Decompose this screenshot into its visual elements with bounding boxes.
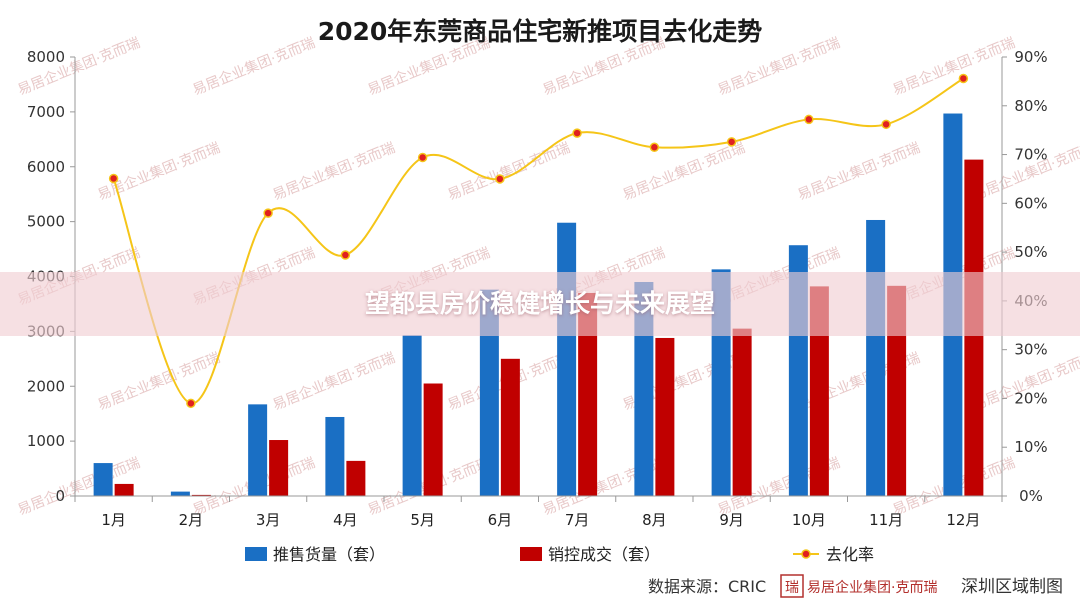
footer: 数据来源：CRIC 瑞 易居企业集团·克而瑞 深圳区域制图 [648, 574, 1063, 598]
right-axis: 0%10%20%30%40%50%60%70%80%90% [1001, 48, 1048, 505]
rate-point-7 [649, 142, 660, 152]
left-tick-label-2: 2000 [27, 377, 65, 395]
legend-label-0: 推售货量（套） [273, 545, 385, 564]
legend-label-1: 销控成交（套） [548, 545, 660, 564]
bar-s0-4 [402, 335, 422, 496]
bar-s1-10 [887, 285, 907, 496]
x-tick-label-6: 7月 [565, 511, 590, 529]
x-tick-label-0: 1月 [101, 511, 126, 529]
bar-s1-4 [423, 383, 443, 496]
left-tick-label-8: 8000 [27, 48, 65, 66]
rate-point-0 [108, 173, 119, 184]
legend-marker [801, 549, 811, 559]
x-tick-label-1: 2月 [179, 511, 204, 529]
x-tick-label-2: 3月 [256, 511, 281, 529]
bar-s1-3 [346, 460, 366, 496]
rate-point-10 [881, 119, 891, 130]
bar-s1-1 [191, 494, 211, 496]
right-tick-label-6: 60% [1014, 194, 1047, 212]
rate-point-6 [572, 128, 582, 138]
watermark-6: 易居企业集团·克而瑞 [95, 139, 222, 204]
x-axis: 1月 2月 3月 4月 5月 6月 7月 8月 9月 10月 11月 12月 [74, 495, 1003, 529]
rate-point-9 [804, 114, 814, 125]
x-tick-label-10: 11月 [869, 511, 903, 529]
bar-s0-2 [248, 404, 268, 496]
watermark-0: 易居企业集团·克而瑞 [15, 34, 142, 99]
left-tick-label-5: 5000 [27, 213, 65, 231]
region-label: 深圳区域制图 [961, 577, 1063, 597]
chart-title: 2020年东莞商品住宅新推项目去化走势 [318, 17, 763, 46]
watermark-1: 易居企业集团·克而瑞 [190, 34, 317, 99]
overlay-band [0, 272, 1080, 336]
bar-s1-6 [578, 292, 598, 496]
bar-s0-5 [479, 289, 499, 496]
watermark-8: 易居企业集团·克而瑞 [445, 139, 572, 204]
bar-s0-1 [170, 491, 190, 496]
bar-s0-0 [93, 463, 113, 496]
legend: 推售货量（套） 销控成交（套） 去化率 [245, 545, 874, 564]
x-tick-label-9: 10月 [792, 511, 826, 529]
left-tick-label-0: 0 [55, 487, 65, 505]
bar-s1-7 [655, 337, 675, 496]
rate-point-4 [417, 152, 428, 163]
rate-line [112, 77, 964, 405]
x-tick-label-4: 5月 [410, 511, 435, 529]
watermark-10: 易居企业集团·克而瑞 [795, 139, 922, 204]
rate-point-8 [726, 137, 737, 147]
right-tick-label-7: 70% [1014, 146, 1047, 164]
left-tick-label-7: 7000 [27, 103, 65, 121]
source-label: 数据来源：CRIC [648, 577, 766, 596]
source-logo-icon [780, 574, 804, 598]
right-tick-label-2: 20% [1014, 389, 1047, 407]
bar-s0-3 [325, 416, 345, 496]
watermark-9: 易居企业集团·克而瑞 [620, 139, 747, 204]
right-tick-label-9: 90% [1014, 48, 1047, 66]
left-tick-label-1: 1000 [27, 432, 65, 450]
right-tick-label-3: 30% [1014, 341, 1047, 359]
right-tick-label-0: 0% [1019, 487, 1043, 505]
right-tick-label-5: 50% [1014, 243, 1047, 261]
x-tick-label-3: 4月 [333, 511, 358, 529]
bar-s1-0 [114, 483, 134, 496]
right-tick-label-1: 10% [1014, 438, 1047, 456]
rate-point-3 [340, 250, 351, 260]
rate-point-1 [186, 398, 196, 409]
legend-label-2: 去化率 [826, 545, 874, 564]
source-logo-glyph: 瑞 [785, 580, 799, 596]
bar-s1-9 [809, 286, 829, 496]
watermark-18: 易居企业集团·克而瑞 [95, 349, 222, 414]
source-logo-text: 易居企业集团·克而瑞 [807, 579, 937, 596]
left-tick-label-6: 6000 [27, 158, 65, 176]
overlay-title: 望都县房价稳健增长与未来展望 [364, 289, 715, 318]
bar-s0-6 [557, 222, 577, 496]
bar-s0-10 [866, 219, 886, 496]
rate-point-11 [958, 73, 969, 84]
rate-point-5 [495, 174, 505, 184]
bar-s1-2 [269, 440, 289, 496]
watermark-5: 易居企业集团·克而瑞 [890, 34, 1017, 99]
x-tick-label-11: 12月 [946, 511, 980, 529]
watermark-19: 易居企业集团·克而瑞 [270, 349, 397, 414]
legend-swatch-1 [520, 547, 542, 561]
bar-s1-8 [732, 328, 752, 496]
x-tick-label-7: 8月 [642, 511, 667, 529]
watermark-7: 易居企业集团·克而瑞 [270, 139, 397, 204]
bar-s1-5 [500, 358, 520, 496]
right-tick-label-8: 80% [1014, 97, 1047, 115]
rate-point-2 [263, 208, 273, 218]
x-tick-label-5: 6月 [488, 511, 513, 529]
legend-swatch-0 [245, 547, 267, 561]
rate-line-layer [108, 73, 969, 409]
x-tick-label-8: 9月 [719, 511, 744, 529]
